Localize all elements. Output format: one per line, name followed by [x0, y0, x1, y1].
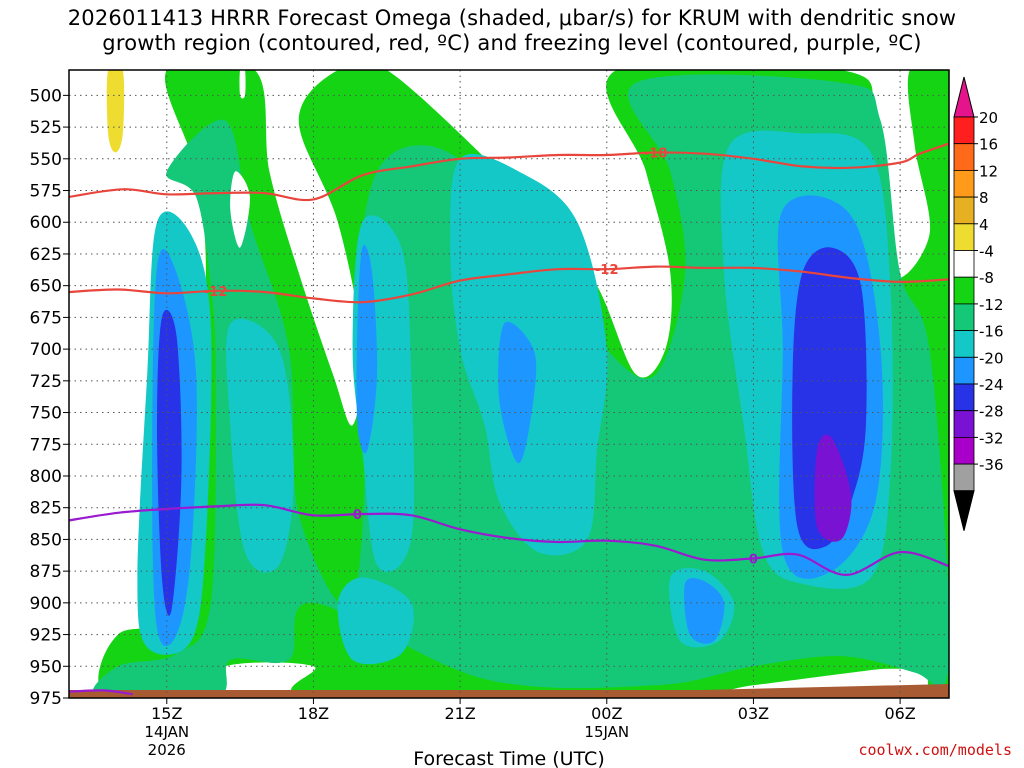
contour-line-2 [69, 503, 949, 577]
y-tick-label-3: 575 [30, 182, 62, 202]
colorbar-bin-2 [953, 169, 975, 198]
y-tick-label-5: 625 [30, 245, 62, 265]
y-tick-label-4: 600 [30, 213, 62, 233]
y-tick-label-8: 700 [30, 340, 62, 360]
contour-label-text-3: 0 [353, 508, 362, 523]
ground-surface [69, 684, 949, 698]
y-tick-label-2: 550 [30, 150, 62, 170]
x-tick-label-5: 06Z [884, 704, 915, 723]
colorbar-label-8: -16 [979, 323, 1004, 341]
y-tick-label-7: 675 [30, 308, 62, 328]
colorbar-bin-10 [953, 383, 975, 412]
colorbar-bin-1 [953, 143, 975, 171]
shade-region-17 [106, 70, 125, 153]
contour-label-1: -12 [204, 285, 228, 300]
shade-region-3 [226, 318, 294, 573]
colorbar-bin-9 [953, 356, 975, 385]
colorbar-bottom-arrow [953, 490, 975, 531]
colorbar-bin-0 [953, 116, 975, 145]
chart-title-line-2: growth region (contoured, red, ºC) and f… [102, 31, 922, 55]
y-tick-label-11: 775 [30, 435, 62, 455]
colorbar-label-1: 16 [979, 136, 998, 154]
y-tick-label-10: 750 [30, 404, 62, 424]
y-tick-label-13: 825 [30, 499, 62, 519]
colorbar-bin-8 [953, 330, 975, 358]
x-tick-label-2: 21Z [444, 704, 475, 723]
x-axis-title: Forecast Time (UTC) [413, 748, 604, 768]
y-tick-label-15: 875 [30, 562, 62, 582]
colorbar-label-3: 8 [979, 189, 989, 207]
colorbar-label-4: 4 [979, 216, 989, 234]
colorbar-label-9: -20 [979, 349, 1004, 367]
colorbar-bin-4 [953, 223, 975, 251]
colorbar-label-0: 20 [979, 109, 998, 127]
y-tick-label-18: 950 [30, 657, 62, 677]
contour-label-text-2: -12 [595, 263, 619, 278]
x-tick-label-1: 18Z [298, 704, 329, 723]
shade-region-11 [498, 321, 537, 464]
contour-line-3 [69, 689, 133, 696]
y-tick-label-0: 500 [30, 86, 62, 106]
grid-lines [69, 70, 949, 698]
colorbar-label-13: -36 [979, 456, 1004, 474]
shade-region-13 [684, 578, 725, 644]
colorbar-bin-5 [953, 250, 975, 278]
colorbar-bin-3 [953, 196, 975, 225]
y-tick-label-16: 900 [30, 594, 62, 614]
y-tick-label-12: 800 [30, 467, 62, 487]
colorbar-label-7: -12 [979, 296, 1004, 314]
plot-frame [68, 69, 950, 699]
colorbar-label-5: -4 [979, 243, 994, 261]
ground-layer [69, 684, 949, 698]
shade-region-15 [792, 247, 867, 550]
shade-region-7 [337, 577, 414, 665]
contour-label-text-1: -12 [204, 285, 228, 300]
contour-label-2: -12 [595, 263, 619, 278]
y-tick-label-14: 850 [30, 530, 62, 550]
shade-region-20 [239, 70, 246, 99]
colorbar: 20 16 12 8 4 -4 -8 -12 -16 -20 -24 -28 -32 -36 [953, 76, 1004, 531]
colorbar-label-11: -28 [979, 403, 1004, 421]
colorbar-bin-12 [953, 436, 975, 465]
colorbar-bin-7 [953, 303, 975, 331]
colorbar-bin-11 [953, 410, 975, 438]
chart-title: 2026011413 HRRR Forecast Omega (shaded, … [0, 6, 1024, 56]
x-tick-label-3: 00Z [591, 704, 622, 723]
x-tick-date-0: 14JAN [144, 723, 189, 741]
contour-line-0 [69, 142, 949, 202]
x-tick-label-0: 15Z [151, 704, 182, 723]
y-tick-label-17: 925 [30, 626, 62, 646]
chart-title-line-1: 2026011413 HRRR Forecast Omega (shaded, … [67, 6, 957, 30]
colorbar-top-arrow [953, 76, 975, 118]
contours: -18 -12 -12 0 0 [69, 142, 949, 696]
y-tick-label-6: 650 [30, 277, 62, 297]
x-tick-label-4: 03Z [738, 704, 769, 723]
colorbar-label-12: -32 [979, 429, 1004, 447]
x-tick-year-0: 2026 [148, 741, 186, 759]
x-tick-date-3: 15JAN [584, 723, 629, 741]
y-tick-label-9: 725 [30, 372, 62, 392]
contour-label-text-0: -18 [644, 146, 668, 161]
y-axis: 500 525 550 575 600 625 650 675 700 725 750 775 800 8… [30, 86, 69, 709]
y-tick-label-1: 525 [30, 118, 62, 138]
y-tick-label-19: 975 [30, 689, 62, 709]
colorbar-bin-6 [953, 276, 975, 305]
shade-region-16 [814, 434, 852, 542]
contour-line-1 [69, 265, 949, 304]
omega-shading [69, 70, 949, 698]
credit-text: coolwx.com/models [858, 741, 1012, 759]
colorbar-label-2: 12 [979, 162, 998, 180]
contour-label-text-4: 0 [749, 552, 758, 567]
contour-label-4: 0 [749, 552, 758, 567]
contour-label-0: -18 [644, 146, 668, 161]
contour-label-3: 0 [353, 508, 362, 523]
colorbar-bin-13 [953, 463, 975, 492]
colorbar-label-6: -8 [979, 269, 994, 287]
plot-area: -18 -12 -12 0 0 [68, 69, 950, 699]
colorbar-label-10: -24 [979, 376, 1004, 394]
